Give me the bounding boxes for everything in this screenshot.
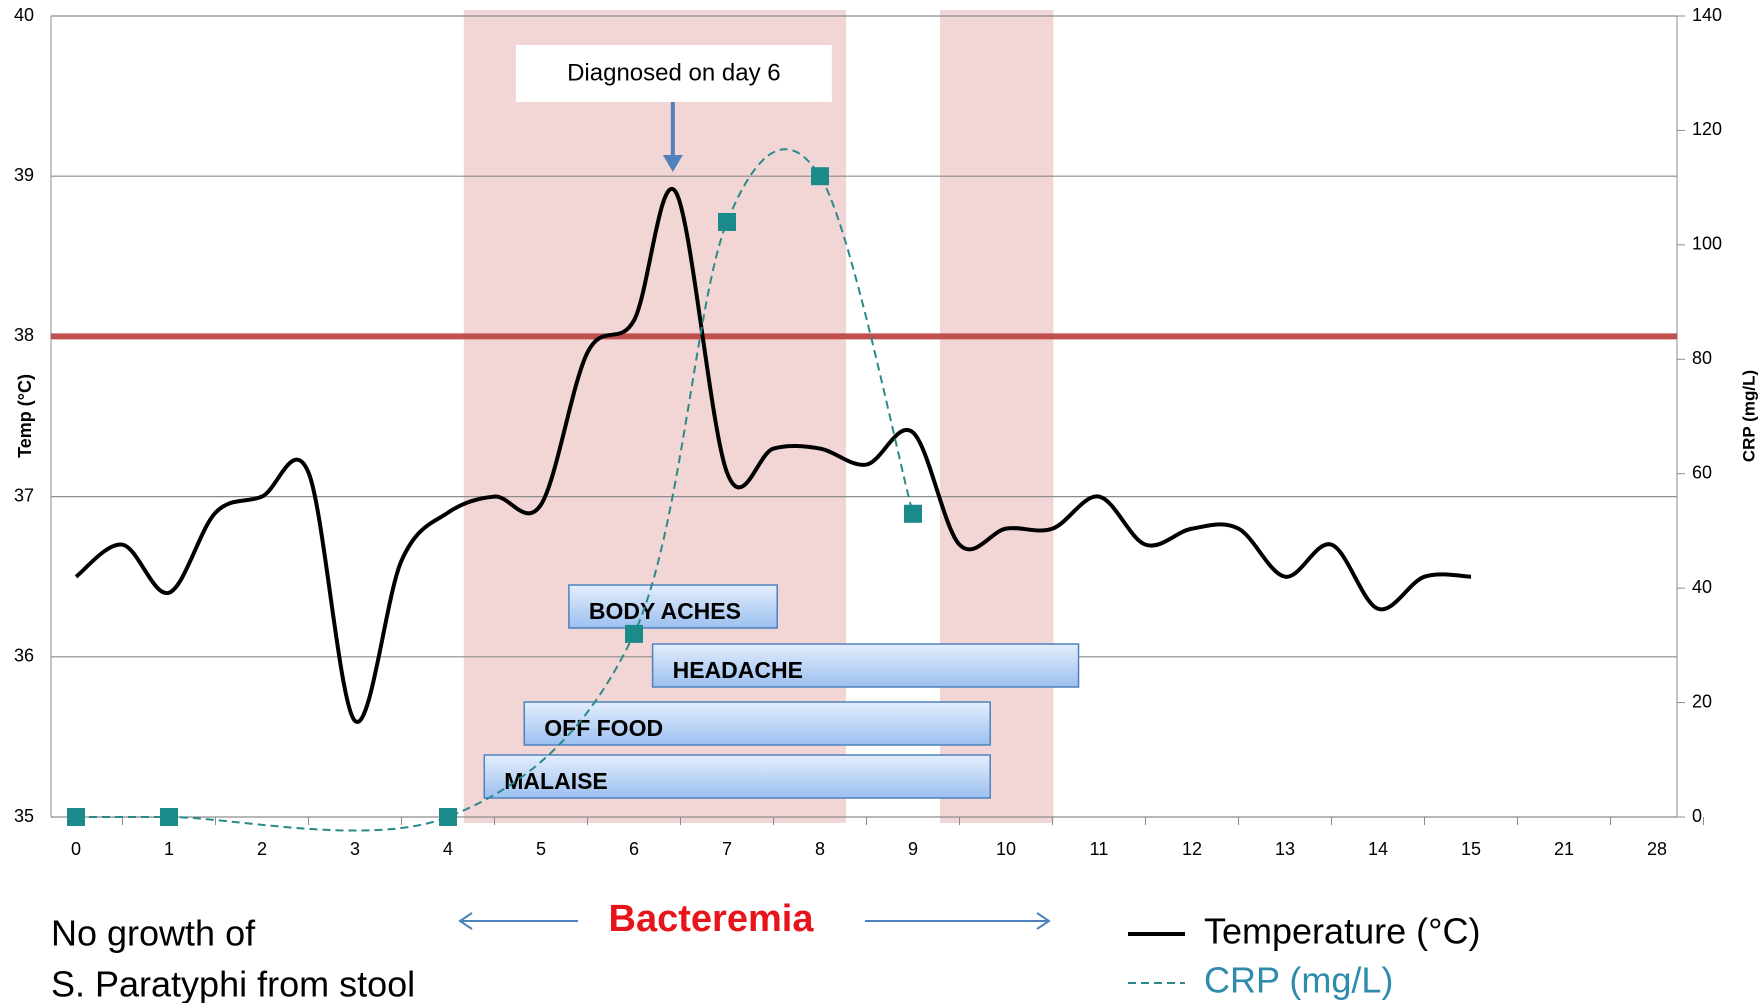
symptom-label: MALAISE — [504, 768, 608, 794]
symptom-label: BODY ACHES — [589, 598, 741, 624]
x-tick-label: 12 — [1182, 839, 1202, 859]
y-tick-label: 36 — [14, 646, 34, 666]
bacteremia-band — [939, 10, 1054, 823]
bacteremia-band — [463, 10, 847, 823]
y-tick-label: 37 — [14, 485, 34, 505]
x-tick-label: 7 — [722, 839, 732, 859]
crp-marker — [625, 624, 643, 643]
y-tick-label: 40 — [14, 5, 34, 25]
symptom-label: HEADACHE — [673, 657, 803, 683]
annotation-text: Diagnosed on day 6 — [567, 59, 781, 86]
legend-label: Temperature (°C) — [1204, 911, 1480, 952]
annotation-arrowhead — [662, 155, 683, 172]
crp-marker — [439, 808, 457, 826]
y2-tick-label: 120 — [1692, 119, 1722, 139]
x-tick-label: 10 — [996, 839, 1016, 859]
x-tick-label: 3 — [350, 839, 360, 859]
x-tick-label: 0 — [71, 839, 81, 859]
x-tick-label: 6 — [629, 839, 639, 859]
x-tick-label: 14 — [1368, 839, 1388, 859]
x-tick-label: 8 — [815, 839, 825, 859]
x-tick-label: 11 — [1090, 839, 1109, 859]
crp-marker — [718, 212, 736, 231]
temperature-line — [74, 187, 1472, 724]
crp-marker — [904, 504, 922, 523]
x-tick-label: 15 — [1461, 839, 1481, 859]
x-tick-label: 9 — [908, 839, 918, 859]
annotation-box — [515, 45, 832, 102]
y-tick-label: 35 — [14, 806, 34, 826]
x-tick-label: 1 — [164, 839, 174, 859]
y2-tick-label: 20 — [1692, 691, 1712, 711]
crp-marker — [160, 808, 178, 826]
x-tick-label: 5 — [536, 839, 546, 859]
y-axis-title: Temp (°C) — [15, 374, 35, 458]
x-tick-label: 28 — [1647, 839, 1667, 859]
y2-tick-label: 80 — [1692, 348, 1712, 368]
note-line: No growth of — [51, 913, 256, 954]
x-tick-label: 2 — [257, 839, 267, 859]
y2-tick-label: 140 — [1692, 5, 1722, 25]
x-tick-label: 4 — [443, 839, 453, 859]
symptom-bar — [523, 701, 991, 746]
y2-tick-label: 100 — [1692, 234, 1722, 254]
period-label: Bacteremia — [609, 898, 815, 940]
crp-line — [76, 148, 914, 832]
x-tick-label: 13 — [1275, 839, 1295, 859]
symptom-bar — [651, 643, 1080, 688]
y-tick-label: 38 — [14, 325, 34, 345]
y2-tick-label: 60 — [1692, 462, 1712, 482]
symptom-bar — [568, 584, 778, 629]
crp-marker — [67, 808, 85, 826]
y-tick-label: 39 — [14, 165, 34, 185]
y2-tick-label: 40 — [1692, 577, 1712, 597]
symptom-label: OFF FOOD — [544, 715, 663, 741]
x-tick-label: 21 — [1554, 839, 1574, 859]
period-arrows — [458, 912, 1051, 930]
note-line: S. Paratyphi from stool — [51, 964, 415, 1003]
crp-marker — [811, 167, 829, 186]
legend-label: CRP (mg/L) — [1204, 960, 1393, 1001]
symptom-bar — [483, 754, 991, 799]
y2-tick-label: 0 — [1692, 806, 1702, 826]
y2-axis-title: CRP (mg/L) — [1739, 370, 1758, 462]
